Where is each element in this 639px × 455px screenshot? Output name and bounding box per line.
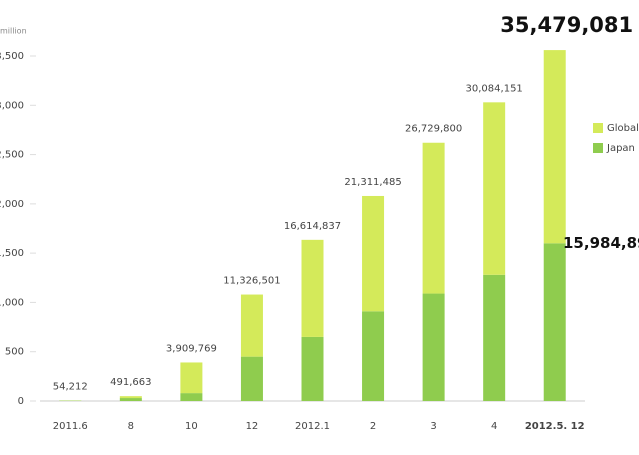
x-tick-label: 4 bbox=[491, 421, 497, 432]
y-tick-label: 1,500 bbox=[0, 248, 24, 259]
bar-segment bbox=[119, 396, 142, 399]
y-tick-label: 2,000 bbox=[0, 199, 24, 210]
bar-segment bbox=[180, 393, 203, 401]
bar-segment bbox=[422, 293, 445, 401]
bar-segment bbox=[301, 239, 324, 337]
y-tick-label: 3,000 bbox=[0, 100, 24, 111]
y-tick-label: 3,500 bbox=[0, 51, 24, 62]
bar-segment bbox=[362, 311, 385, 401]
bar-segment bbox=[483, 274, 506, 401]
bar-segment bbox=[483, 102, 506, 275]
annotation: 15,984,890 bbox=[563, 234, 639, 252]
x-tick-label: 12 bbox=[246, 421, 259, 432]
x-tick-label: 8 bbox=[128, 421, 134, 432]
total-label: 3,909,769 bbox=[166, 343, 217, 354]
legend-label: Japan bbox=[606, 143, 635, 154]
x-tick-label: 2012.1 bbox=[295, 421, 330, 432]
bar-segment bbox=[543, 50, 566, 244]
y-tick-label: 1,000 bbox=[0, 297, 24, 308]
x-tick-label: 2011.6 bbox=[53, 421, 88, 432]
bar-segment bbox=[240, 294, 263, 357]
total-label: 491,663 bbox=[110, 377, 151, 388]
x-tick-label: 3 bbox=[430, 421, 436, 432]
legend-swatch bbox=[593, 143, 603, 153]
bar-segment bbox=[119, 398, 142, 401]
y-axis-label: million bbox=[0, 27, 27, 36]
bar-segment bbox=[422, 142, 445, 294]
y-tick-label: 2,500 bbox=[0, 150, 24, 161]
total-label: 21,311,485 bbox=[344, 177, 401, 188]
bar-segment bbox=[362, 195, 385, 312]
total-label: 11,326,501 bbox=[223, 276, 280, 287]
y-tick-label: 0 bbox=[18, 396, 24, 407]
total-label: 35,479,081 bbox=[500, 13, 633, 37]
bar-segment bbox=[301, 336, 324, 401]
legend-label: Global bbox=[607, 123, 639, 134]
total-label: 30,084,151 bbox=[466, 83, 523, 94]
legend-swatch bbox=[593, 123, 603, 133]
x-tick-label: 2 bbox=[370, 421, 376, 432]
y-tick-label: 500 bbox=[5, 347, 24, 358]
bar-segment bbox=[240, 356, 263, 401]
total-label: 16,614,837 bbox=[284, 221, 341, 232]
total-label: 26,729,800 bbox=[405, 124, 462, 135]
total-label: 54,212 bbox=[53, 381, 88, 392]
bar-segment bbox=[180, 362, 203, 394]
x-tick-label: 2012.5. 12 bbox=[525, 421, 585, 432]
bar-segment bbox=[543, 243, 566, 401]
x-tick-label: 10 bbox=[185, 421, 198, 432]
